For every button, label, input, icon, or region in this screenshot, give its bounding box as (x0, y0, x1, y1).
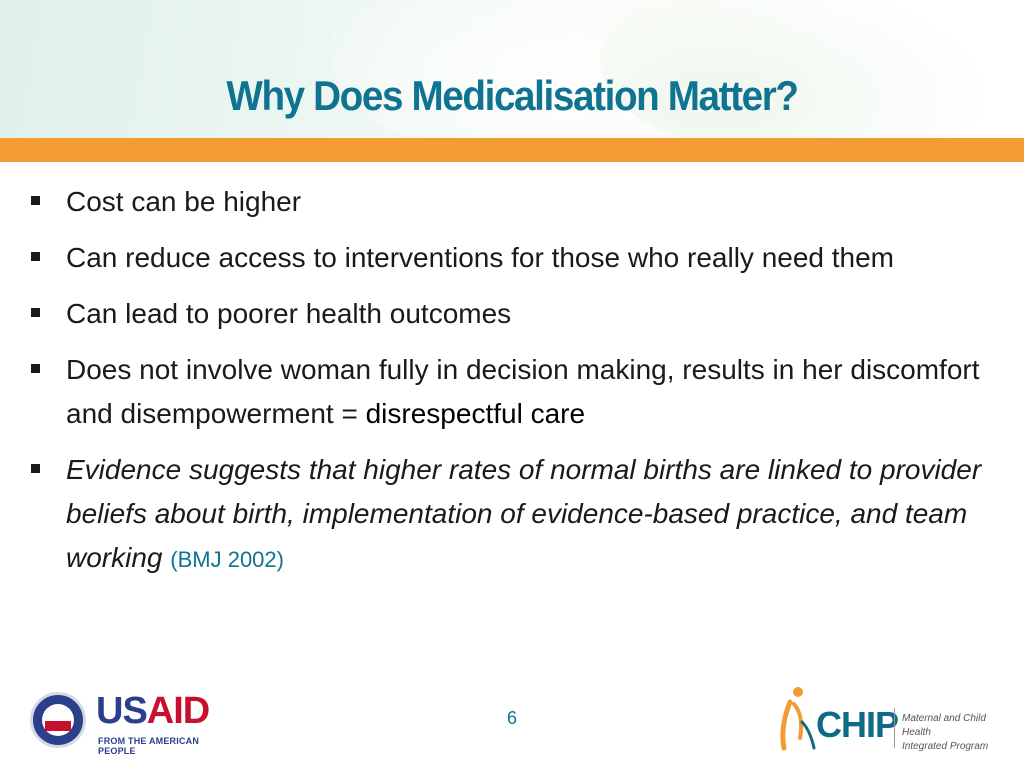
mchip-wordmark: CHIP (816, 704, 899, 745)
slide-title: Why Does Medicalisation Matter? (226, 72, 799, 119)
bullet-item: Can lead to poorer health outcomes (28, 292, 1003, 336)
slide-header (0, 0, 1024, 138)
bullet-text: Evidence suggests that higher rates of n… (66, 454, 982, 573)
usaid-tagline: FROM THE AMERICAN PEOPLE (98, 736, 200, 756)
bullet-item: Cost can be higher (28, 180, 1003, 224)
bullet-text: Cost can be higher (66, 186, 302, 217)
bullet-square-icon (31, 308, 40, 317)
bullet-text: Can lead to poorer health outcomes (66, 298, 512, 329)
bullet-square-icon (31, 252, 40, 261)
bullet-emphasis: disrespectful care (365, 398, 586, 429)
citation: (BMJ 2002) (170, 547, 284, 572)
mchip-figure-icon (780, 687, 816, 751)
mchip-description: Maternal and Child Health Integrated Pro… (902, 712, 1000, 754)
mchip-logo: CHIP Maternal and Child Health Integrate… (770, 682, 1000, 752)
bullet-text: Can reduce access to interventions for t… (66, 242, 895, 273)
bullet-text: Does not involve woman fully in decision… (66, 354, 980, 429)
bullet-item: Can reduce access to interventions for t… (28, 236, 1003, 280)
usaid-wordmark: USAID (96, 690, 210, 732)
usaid-seal-icon (30, 692, 86, 748)
bullet-list: Cost can be higher Can reduce access to … (28, 180, 1003, 594)
bullet-square-icon (31, 464, 40, 473)
usaid-logo: USAID FROM THE AMERICAN PEOPLE (30, 690, 230, 756)
mchip-line-1: Maternal and Child Health (902, 713, 986, 738)
header-swoosh-decoration-2 (600, 0, 1020, 138)
bullet-square-icon (31, 196, 40, 205)
bullet-item: Does not involve woman fully in decision… (28, 348, 1003, 436)
bullet-square-icon (31, 364, 40, 373)
accent-bar (0, 138, 1024, 162)
mchip-line-2: Integrated Program (902, 741, 989, 752)
mchip-divider (894, 708, 895, 748)
bullet-item: Evidence suggests that higher rates of n… (28, 448, 1003, 582)
page-number: 6 (506, 708, 517, 728)
